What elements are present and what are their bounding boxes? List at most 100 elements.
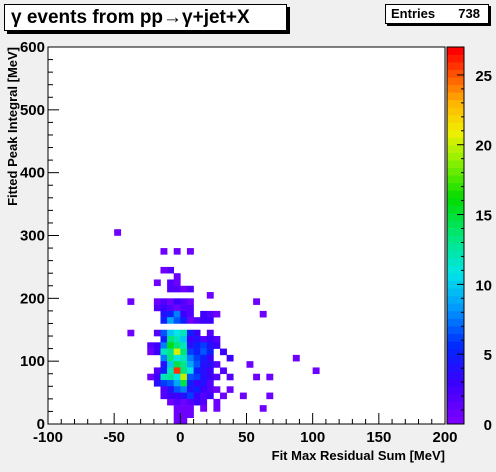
- heatmap-cell: [180, 336, 188, 343]
- palette-band: [447, 386, 464, 395]
- axes: -100 -50 0 50 100 150 200 0 100 200 300 400 500 600: [20, 39, 458, 446]
- palette-band: [447, 325, 464, 334]
- heatmap-cell: [186, 310, 194, 318]
- stats-box: Entries 738: [385, 4, 489, 24]
- heatmap-cell: [180, 386, 188, 393]
- heatmap-cell: [226, 386, 234, 393]
- z-tick-label: 25: [475, 68, 492, 85]
- heatmap-cell: [253, 373, 261, 381]
- heatmap-cell: [186, 373, 194, 381]
- heatmap-cell: [173, 367, 181, 375]
- heatmap-cell: [173, 342, 181, 349]
- heatmap-cell: [186, 405, 194, 412]
- heatmap-cell: [206, 342, 214, 349]
- palette-band: [447, 310, 464, 319]
- z-tick-label: 5: [484, 347, 492, 364]
- heatmap-cell: [167, 398, 175, 406]
- heatmap-cell: [160, 317, 168, 324]
- heatmap-cell: [180, 298, 188, 305]
- heatmap-cell: [167, 310, 175, 318]
- heatmap-cell: [160, 361, 168, 368]
- heatmap-cell: [213, 336, 221, 343]
- y-tick-label: 100: [20, 353, 45, 370]
- heatmap-cell: [206, 354, 214, 362]
- heatmap-cell: [173, 398, 181, 406]
- heatmap-cell: [186, 336, 194, 343]
- heatmap-cell: [153, 367, 161, 375]
- heatmap-cell: [160, 367, 168, 375]
- heatmap-cell: [193, 342, 201, 349]
- heatmap-cell: [153, 348, 161, 356]
- heatmap-cell: [206, 367, 214, 375]
- heatmap-cell: [173, 310, 181, 318]
- heatmap-cell: [167, 380, 175, 387]
- palette-band: [447, 182, 464, 191]
- stats-entries-value: 738: [458, 6, 480, 21]
- heatmap-cell: [206, 292, 214, 299]
- palette-band: [447, 363, 464, 372]
- palette-band: [447, 318, 464, 327]
- heatmap-cell: [200, 317, 208, 324]
- x-tick-label: 50: [238, 429, 255, 446]
- y-tick-label: 600: [20, 39, 45, 56]
- heatmap-cell: [200, 373, 208, 381]
- z-tick-label: 20: [475, 138, 492, 155]
- palette-band: [447, 273, 464, 282]
- palette-band: [447, 341, 464, 349]
- heatmap-cell: [193, 317, 201, 324]
- heatmap-cell: [180, 317, 188, 324]
- heatmap-cell: [167, 317, 175, 324]
- heatmap-cell: [220, 348, 227, 356]
- heatmap-cell: [253, 298, 261, 305]
- palette-band: [447, 243, 464, 251]
- heatmap-cell: [173, 405, 181, 412]
- heatmap-cell: [147, 373, 155, 381]
- heatmap-cell: [180, 392, 188, 400]
- heatmap-cell: [186, 342, 194, 349]
- heatmap-cell: [239, 392, 247, 400]
- heatmap-cell: [200, 405, 208, 412]
- heatmap-cell: [220, 367, 227, 375]
- heatmap-cell: [186, 411, 194, 419]
- heatmap-cell: [173, 285, 181, 293]
- heatmap-cell: [167, 361, 175, 368]
- heatmap-cell: [200, 310, 208, 318]
- x-tick-label: -100: [33, 429, 63, 446]
- palette-band: [447, 212, 464, 221]
- palette-band: [447, 393, 464, 402]
- heatmap-cell: [167, 367, 175, 375]
- palette-band: [447, 401, 464, 410]
- heatmap-cell: [173, 336, 181, 343]
- heatmap-cell: [193, 367, 201, 375]
- heatmap-cell: [167, 298, 175, 305]
- heatmap-cell: [200, 380, 208, 387]
- heatmap-cell: [206, 310, 214, 318]
- x-tick-label: 100: [300, 429, 325, 446]
- heatmap-cell: [173, 329, 181, 337]
- heatmap-cell: [173, 392, 181, 400]
- heatmap-cell: [173, 348, 181, 356]
- heatmap-cell: [266, 392, 274, 400]
- heatmap-cell: [167, 354, 175, 362]
- heatmap-cell: [160, 266, 168, 274]
- heatmap-cell: [213, 361, 221, 368]
- heatmap-cell: [160, 354, 168, 362]
- palette-band: [447, 160, 464, 169]
- heatmap-cell: [206, 317, 214, 324]
- heatmap-cell: [200, 336, 208, 343]
- heatmap-cell: [213, 310, 221, 318]
- heatmap-cell: [180, 304, 188, 312]
- heatmap-cell: [180, 310, 188, 318]
- heatmap-cell: [312, 367, 320, 375]
- heatmap-cell: [180, 398, 188, 406]
- heatmap-cell: [193, 354, 201, 362]
- heatmap-cell: [153, 298, 161, 305]
- heatmap-cell: [153, 279, 161, 287]
- heatmap-cell: [160, 392, 168, 400]
- heatmap-cell: [160, 348, 168, 356]
- heatmap-cell: [173, 417, 181, 425]
- palette-band: [447, 235, 464, 244]
- heatmap-cell: [200, 348, 208, 356]
- palette-band: [447, 114, 464, 123]
